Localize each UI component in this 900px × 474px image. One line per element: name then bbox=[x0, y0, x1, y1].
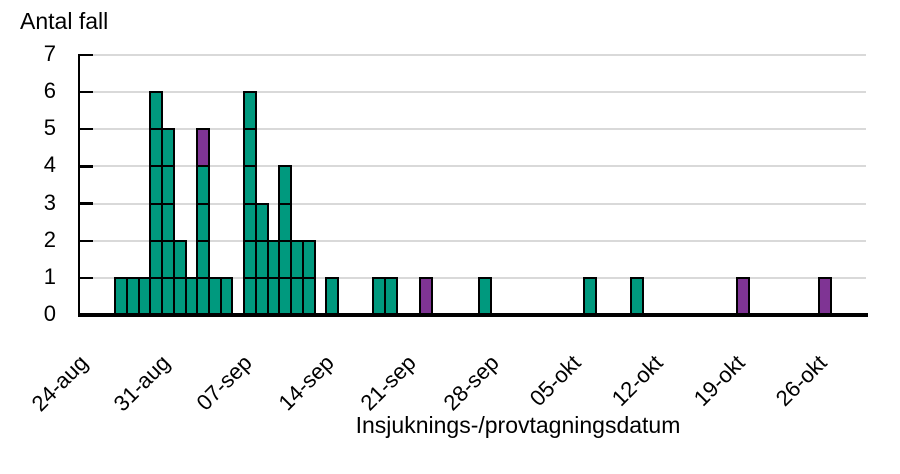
y-tick-label-5: 5 bbox=[43, 115, 56, 141]
y-tick-label-3: 3 bbox=[43, 189, 56, 215]
bar-31-aug-cell-4 bbox=[161, 165, 175, 205]
bar-30-aug-cell-6 bbox=[149, 91, 164, 131]
y-tick-7 bbox=[80, 53, 93, 57]
x-axis-title: Insjuknings-/provtagningsdatum bbox=[355, 412, 681, 438]
y-tick-2 bbox=[80, 239, 93, 242]
bar-07-sep-cell-6 bbox=[243, 91, 257, 131]
bar-10-okt-cell-1 bbox=[630, 276, 645, 316]
bar-19-sep-cell-1 bbox=[384, 276, 398, 316]
y-tick-6 bbox=[80, 90, 93, 94]
y-axis-line bbox=[78, 54, 81, 316]
gridline-6 bbox=[80, 91, 866, 94]
bar-27-sep-cell-1 bbox=[477, 276, 492, 316]
gridline-2 bbox=[80, 239, 866, 242]
bar-31-aug-cell-5 bbox=[161, 128, 175, 168]
bar-10-sep-cell-3 bbox=[278, 202, 293, 242]
bar-03-sep-cell-3 bbox=[196, 202, 211, 242]
bar-12-sep-cell-2 bbox=[301, 239, 316, 279]
gridline-5 bbox=[80, 128, 866, 131]
gridline-7 bbox=[80, 54, 866, 56]
y-axis-title: Antal fall bbox=[20, 8, 109, 34]
y-tick-label-4: 4 bbox=[43, 152, 56, 178]
bar-03-sep-cell-4 bbox=[196, 165, 211, 205]
bar-07-sep-cell-4 bbox=[243, 165, 257, 205]
plot-area: 0 1 2 3 4 5 6 7 24-aug 31-aug 07-sep 14-sep 21-sep 28… bbox=[27, 41, 868, 416]
y-tick-label-6: 6 bbox=[43, 78, 56, 104]
bar-03-sep-cell-2 bbox=[196, 239, 211, 279]
bar-10-sep-cell-4 bbox=[278, 165, 293, 205]
bar-03-sep-cell-5 bbox=[196, 128, 211, 168]
y-tick-label-7: 7 bbox=[43, 41, 56, 66]
y-tick-label-1: 1 bbox=[43, 263, 56, 289]
bar-06-okt-cell-1 bbox=[583, 276, 598, 316]
y-tick-1 bbox=[80, 276, 93, 280]
bar-14-sep-cell-1 bbox=[325, 276, 340, 316]
y-tick-4 bbox=[80, 165, 93, 168]
y-tick-3 bbox=[80, 202, 93, 205]
bar-08-sep-cell-3 bbox=[254, 202, 269, 242]
gridline-1 bbox=[80, 276, 866, 279]
gridline-3 bbox=[80, 202, 866, 205]
epi-curve-chart: Antal fall 0 1 2 3 4 5 6 7 24-aug 31-aug 07-sep 14-… bbox=[20, 8, 868, 438]
bar-22-sep-cell-1 bbox=[419, 276, 433, 316]
y-tick-5 bbox=[80, 128, 93, 131]
bar-12-sep-cell-1 bbox=[301, 276, 316, 316]
x-axis-line bbox=[78, 313, 868, 317]
gridline-4 bbox=[80, 165, 866, 168]
bar-26-okt-cell-1 bbox=[818, 276, 832, 316]
bar-19-okt-cell-1 bbox=[735, 276, 750, 316]
y-tick-label-0: 0 bbox=[43, 301, 56, 326]
bar-31-aug-cell-3 bbox=[161, 202, 175, 242]
bar-05-sep-cell-1 bbox=[219, 276, 234, 316]
bar-07-sep-cell-5 bbox=[243, 128, 257, 168]
bar-01-sep-cell-2 bbox=[172, 239, 187, 279]
y-tick-label-2: 2 bbox=[43, 226, 56, 252]
